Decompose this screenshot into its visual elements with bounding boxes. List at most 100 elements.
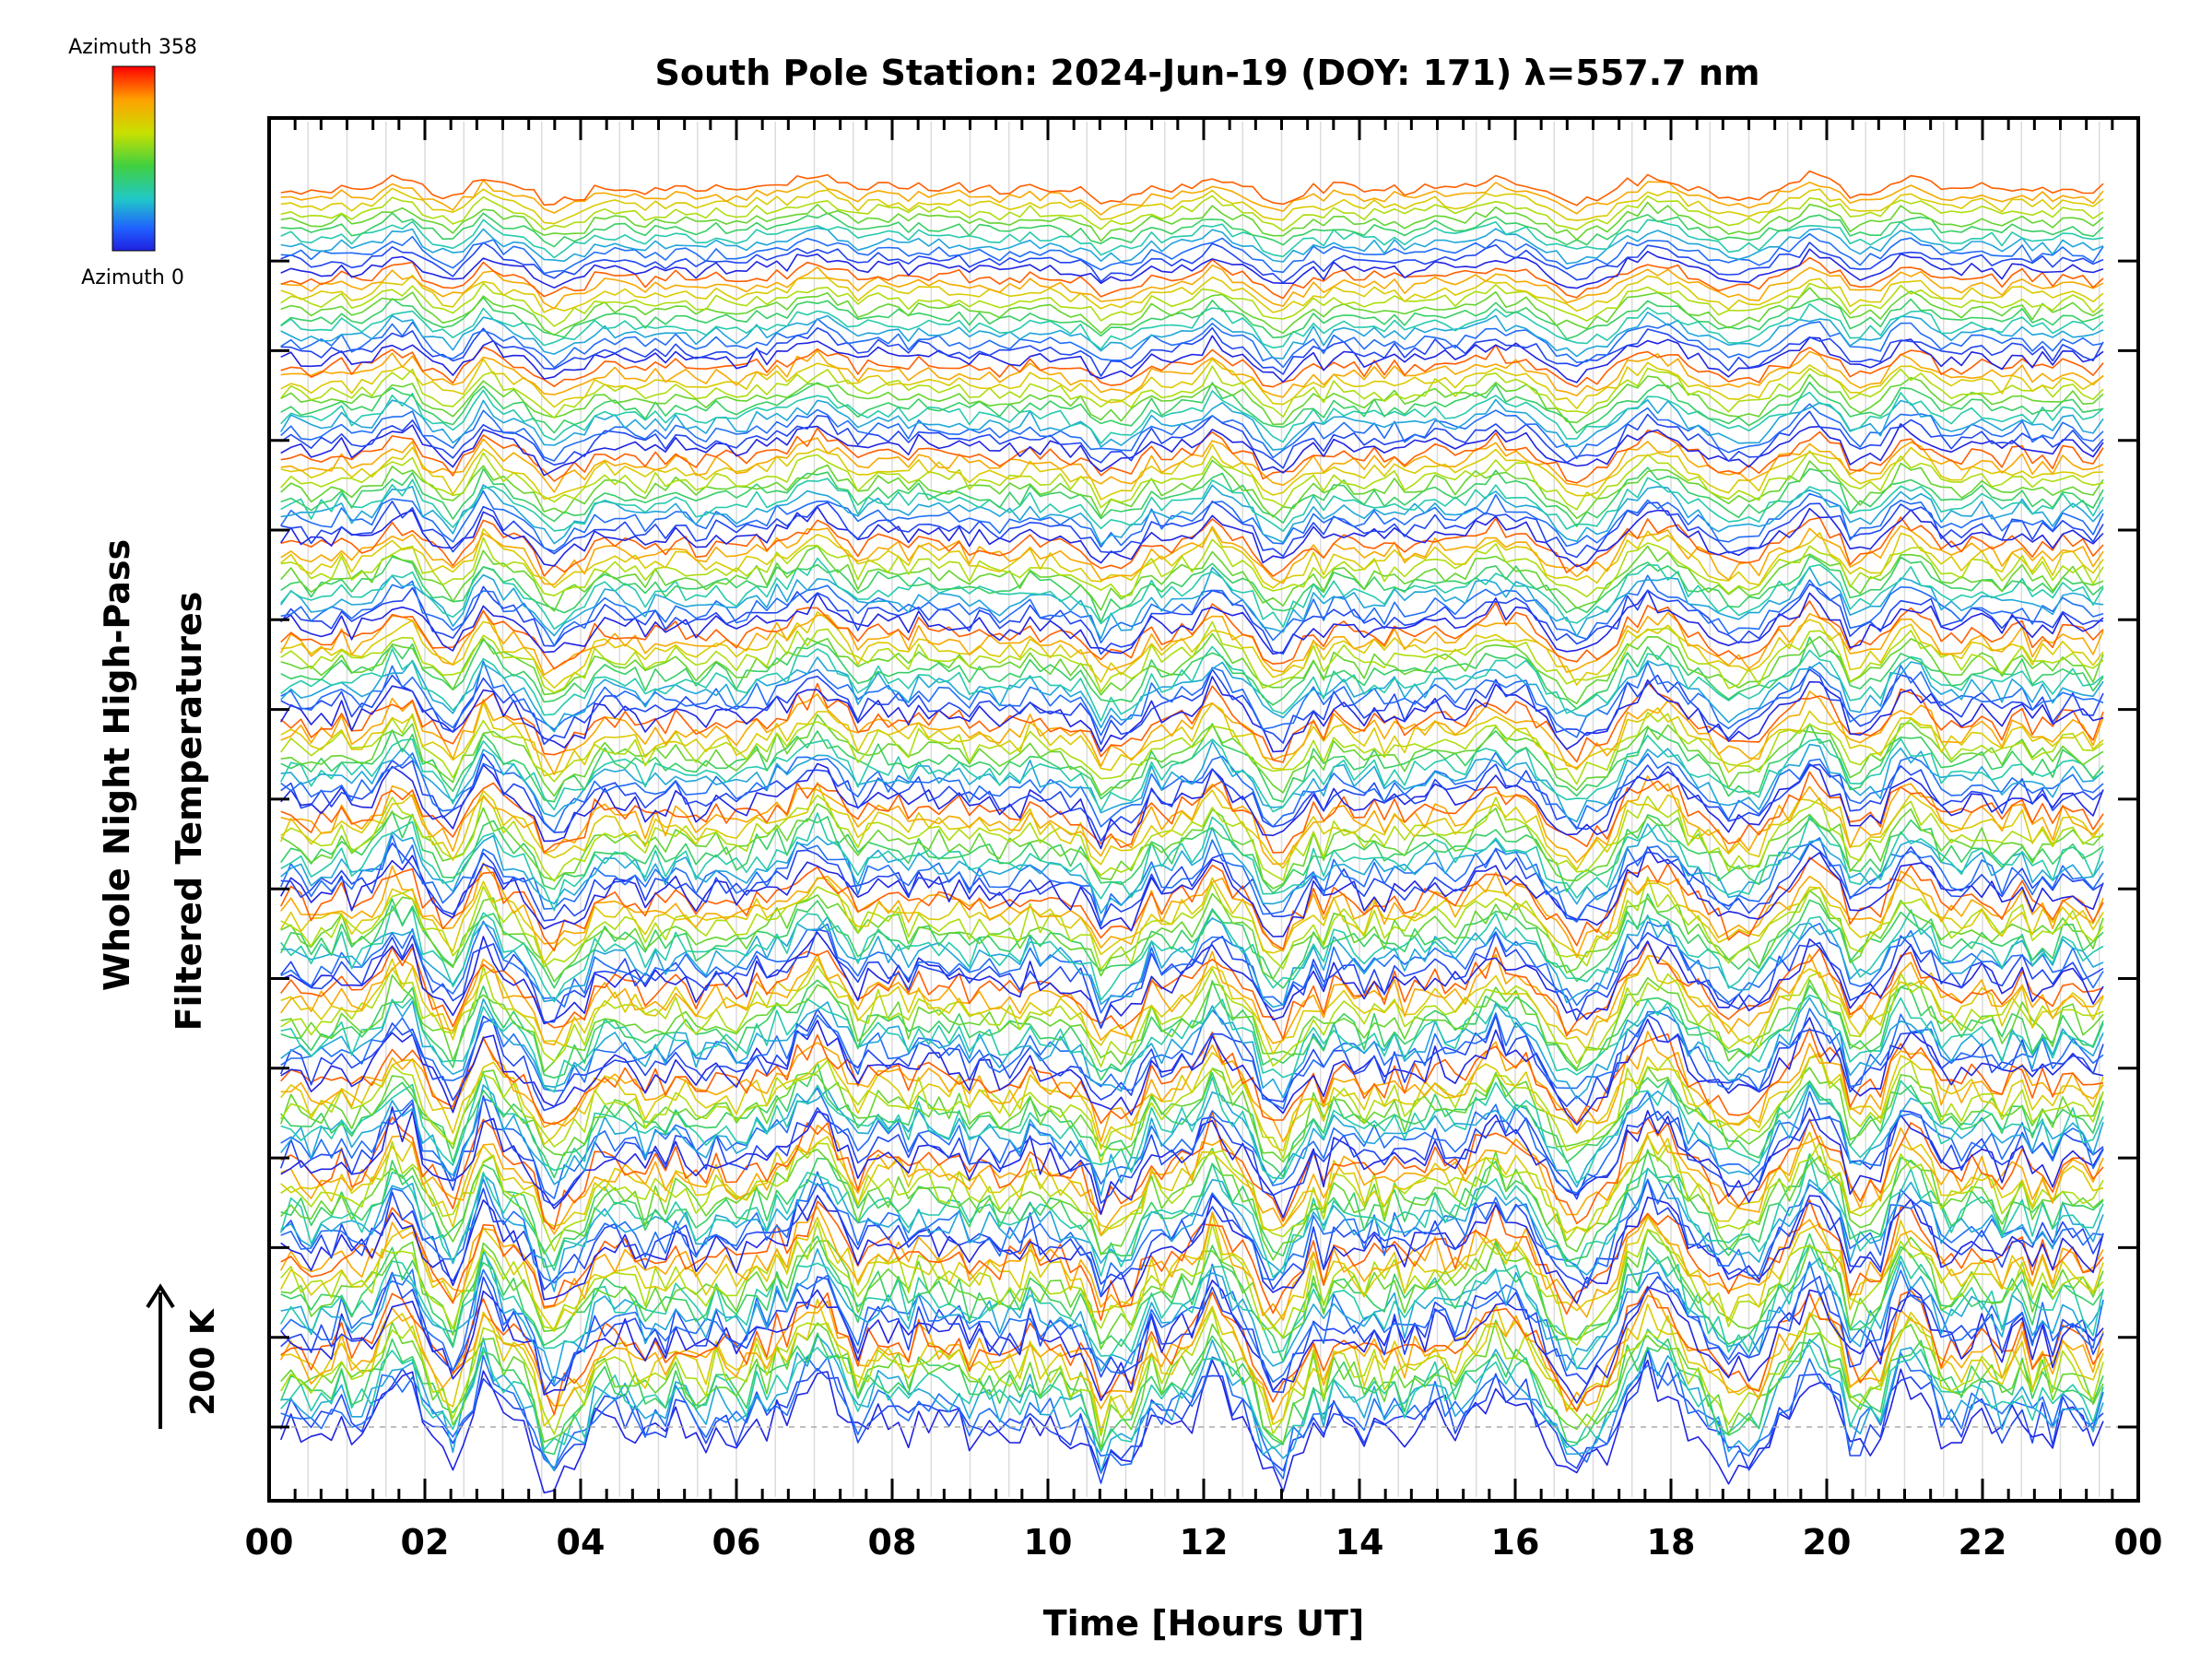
temperature-trace [280, 690, 2104, 775]
temperature-trace [280, 187, 2104, 225]
temperature-trace [280, 712, 2104, 785]
temperature-trace [280, 753, 2104, 843]
temperature-trace [280, 676, 2104, 753]
temperature-trace [280, 914, 2104, 1008]
temperature-trace [280, 955, 2104, 1056]
temperature-trace [280, 227, 2104, 265]
temperature-scale-bar: 200 K [146, 1283, 222, 1429]
scale-arrow-head [146, 1283, 175, 1309]
temperature-trace [280, 931, 2104, 1030]
temperature-traces [269, 170, 2138, 1494]
temperature-trace [280, 1149, 2104, 1268]
x-tick-label: 12 [1180, 1522, 1229, 1563]
temperature-trace [279, 845, 2104, 938]
temperature-trace [280, 537, 2104, 598]
temperature-trace [280, 459, 2104, 520]
temperature-trace [280, 1134, 2104, 1252]
temperature-trace [280, 904, 2104, 1003]
temperature-trace [279, 1155, 2104, 1279]
x-tick-label: 04 [557, 1522, 606, 1563]
temperature-trace [280, 1111, 2104, 1231]
temperature-trace [280, 1167, 2104, 1292]
temperature-trace [280, 427, 2104, 484]
temperature-trace [280, 403, 2104, 462]
temperature-trace [280, 636, 2104, 710]
temperature-trace [280, 477, 2104, 532]
x-tick-label: 16 [1491, 1522, 1540, 1563]
temperature-trace [280, 489, 2104, 552]
x-tick-label: 06 [712, 1522, 761, 1563]
temperature-trace [280, 557, 2104, 631]
temperature-trace [280, 555, 2104, 623]
temperature-trace [280, 201, 2104, 242]
temperature-trace [280, 794, 2104, 882]
temperature-trace [280, 1335, 2104, 1473]
temperature-trace [280, 589, 2104, 655]
plot-area [267, 116, 2140, 1503]
x-tick-labels: 00 02 04 06 08 10 12 14 16 18 20 22 00 [245, 1522, 2163, 1563]
temperature-trace [280, 1052, 2104, 1152]
temperature-trace [280, 1125, 2104, 1236]
temperature-trace [280, 1027, 2104, 1126]
temperature-trace [280, 928, 2104, 1029]
temperature-trace [280, 1017, 2104, 1126]
x-tick-label: 10 [1024, 1522, 1073, 1563]
colorbar-gradient [112, 65, 156, 252]
temperature-trace [280, 1147, 2104, 1261]
temperature-trace [280, 450, 2104, 511]
temperature-trace [280, 994, 2104, 1093]
temperature-trace [280, 501, 2104, 559]
temperature-trace [280, 1087, 2104, 1199]
temperature-trace [280, 373, 2104, 426]
temperature-trace [280, 318, 2104, 369]
temperature-trace [280, 583, 2104, 655]
temperature-trace [280, 264, 2104, 310]
temperature-trace [280, 232, 2104, 275]
temperature-trace [280, 877, 2104, 964]
temperature-trace [280, 974, 2104, 1073]
y-axis-title-line2: Filtered Temperatures [169, 592, 209, 1032]
temperature-trace [280, 423, 2104, 477]
temperature-trace [280, 344, 2104, 388]
temperature-trace [279, 1291, 2104, 1421]
temperature-trace [280, 702, 2104, 777]
temperature-trace [280, 302, 2104, 350]
x-tick-label: 18 [1647, 1522, 1696, 1563]
temperature-trace [280, 335, 2104, 383]
temperature-trace [280, 1285, 2104, 1416]
temperature-trace [280, 1328, 2104, 1453]
temperature-trace [280, 997, 2104, 1100]
x-tick-label: 14 [1335, 1522, 1384, 1563]
temperature-trace [280, 611, 2104, 689]
x-tick-label: 02 [401, 1522, 450, 1563]
temperature-trace [280, 566, 2104, 640]
temperature-trace [280, 1229, 2104, 1350]
temperature-trace [280, 574, 2104, 647]
temperature-trace [280, 723, 2104, 803]
temperature-trace [279, 1359, 2104, 1494]
temperature-trace [280, 1194, 2104, 1304]
temperature-trace [280, 775, 2104, 866]
temperature-trace [280, 381, 2104, 434]
temperature-trace [280, 296, 2104, 340]
x-axis-title: Time [Hours UT] [1043, 1603, 1365, 1644]
temperature-trace [280, 1131, 2104, 1234]
temperature-trace [280, 525, 2104, 585]
x-tick-label: 20 [1803, 1522, 1852, 1563]
temperature-trace [280, 920, 2104, 1014]
colorbar-top-label: Azimuth 358 [68, 36, 197, 59]
temperature-trace [280, 1178, 2104, 1291]
temperature-trace [280, 812, 2104, 912]
temperature-trace [280, 823, 2104, 914]
temperature-trace [279, 1213, 2104, 1332]
temperature-trace [280, 242, 2104, 284]
temperature-trace [280, 1171, 2104, 1296]
temperature-trace [280, 1072, 2104, 1184]
scale-bar-label: 200 K [184, 1308, 222, 1416]
temperature-trace [280, 282, 2104, 327]
temperature-trace [280, 803, 2104, 890]
x-tick-label: 00 [245, 1522, 294, 1563]
x-tick-label: 08 [868, 1522, 917, 1563]
